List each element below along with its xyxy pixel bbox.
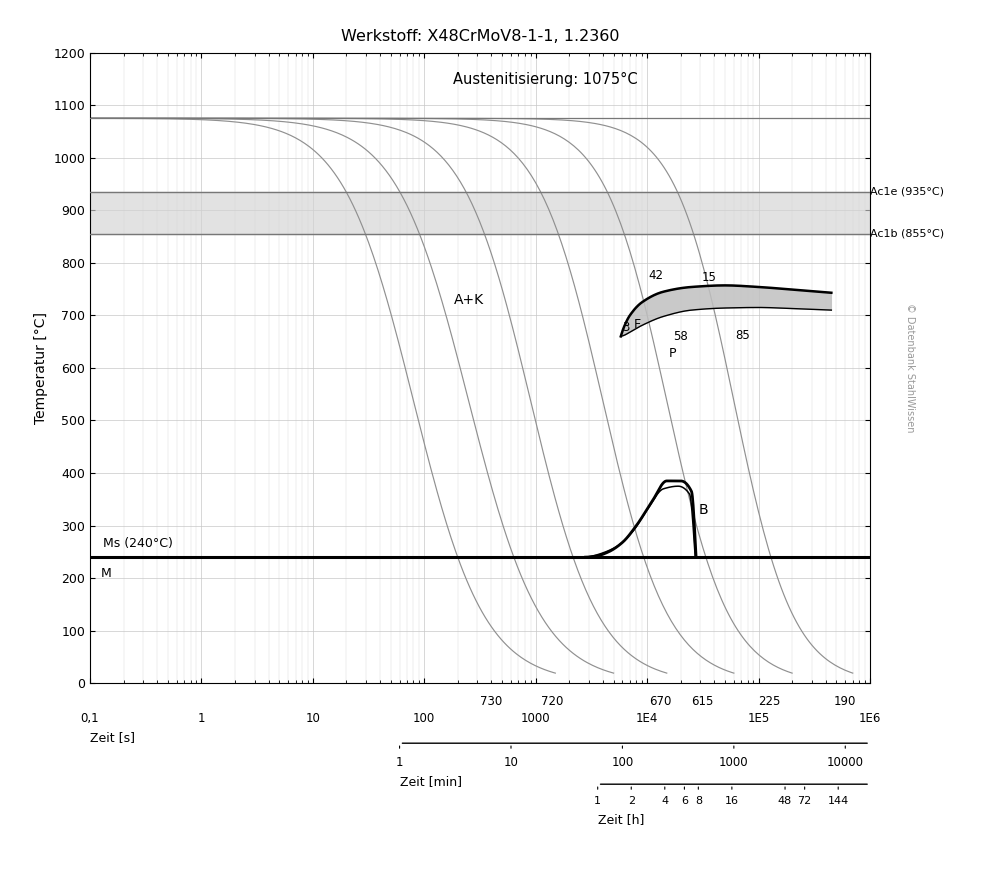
Text: 6: 6 xyxy=(681,795,688,806)
Text: Ms (240°C): Ms (240°C) xyxy=(103,537,173,550)
Text: Austenitisierung: 1075°C: Austenitisierung: 1075°C xyxy=(453,73,637,88)
Text: 225: 225 xyxy=(758,695,781,708)
Text: F: F xyxy=(634,318,641,331)
Text: 670: 670 xyxy=(649,695,671,708)
Text: B: B xyxy=(699,503,708,517)
Text: 2: 2 xyxy=(628,795,635,806)
Title: Werkstoff: X48CrMoV8-1-1, 1.2360: Werkstoff: X48CrMoV8-1-1, 1.2360 xyxy=(341,30,619,45)
Bar xyxy=(90,192,870,234)
Y-axis label: Temperatur [°C]: Temperatur [°C] xyxy=(34,312,48,424)
Text: 85: 85 xyxy=(735,329,750,343)
Text: 8: 8 xyxy=(695,795,702,806)
Text: 730: 730 xyxy=(480,695,502,708)
Text: 1: 1 xyxy=(396,756,403,769)
Text: 4: 4 xyxy=(661,795,668,806)
Polygon shape xyxy=(621,286,831,336)
Text: 1E5: 1E5 xyxy=(747,711,770,724)
Text: 1E6: 1E6 xyxy=(859,711,881,724)
Text: 1E4: 1E4 xyxy=(636,711,658,724)
Text: 100: 100 xyxy=(413,711,435,724)
Text: 144: 144 xyxy=(828,795,849,806)
Text: 16: 16 xyxy=(725,795,739,806)
Text: 10000: 10000 xyxy=(827,756,864,769)
Text: 3: 3 xyxy=(622,321,629,335)
Text: Ac1e (935°C): Ac1e (935°C) xyxy=(870,187,944,197)
Text: 48: 48 xyxy=(778,795,792,806)
Text: P: P xyxy=(669,347,677,360)
Text: Zeit [s]: Zeit [s] xyxy=(90,731,135,744)
Text: 15: 15 xyxy=(702,272,717,285)
Text: 190: 190 xyxy=(834,695,856,708)
Text: 1: 1 xyxy=(198,711,205,724)
Text: 10: 10 xyxy=(305,711,320,724)
Text: 100: 100 xyxy=(611,756,634,769)
Text: 72: 72 xyxy=(798,795,812,806)
Text: 10: 10 xyxy=(504,756,518,769)
Text: M: M xyxy=(101,568,112,581)
Text: © Datenbank StahlWissen: © Datenbank StahlWissen xyxy=(905,303,915,433)
Text: 720: 720 xyxy=(541,695,563,708)
Text: 1000: 1000 xyxy=(719,756,749,769)
Text: 58: 58 xyxy=(673,330,688,343)
Text: Zeit [h]: Zeit [h] xyxy=(598,813,644,825)
Text: 0,1: 0,1 xyxy=(81,711,99,724)
Text: A+K: A+K xyxy=(454,293,484,307)
Text: 42: 42 xyxy=(648,269,663,282)
Text: Zeit [min]: Zeit [min] xyxy=(400,774,462,788)
Text: 1000: 1000 xyxy=(521,711,551,724)
Text: 615: 615 xyxy=(691,695,713,708)
Text: 1: 1 xyxy=(594,795,601,806)
Text: Ac1b (855°C): Ac1b (855°C) xyxy=(870,229,945,239)
